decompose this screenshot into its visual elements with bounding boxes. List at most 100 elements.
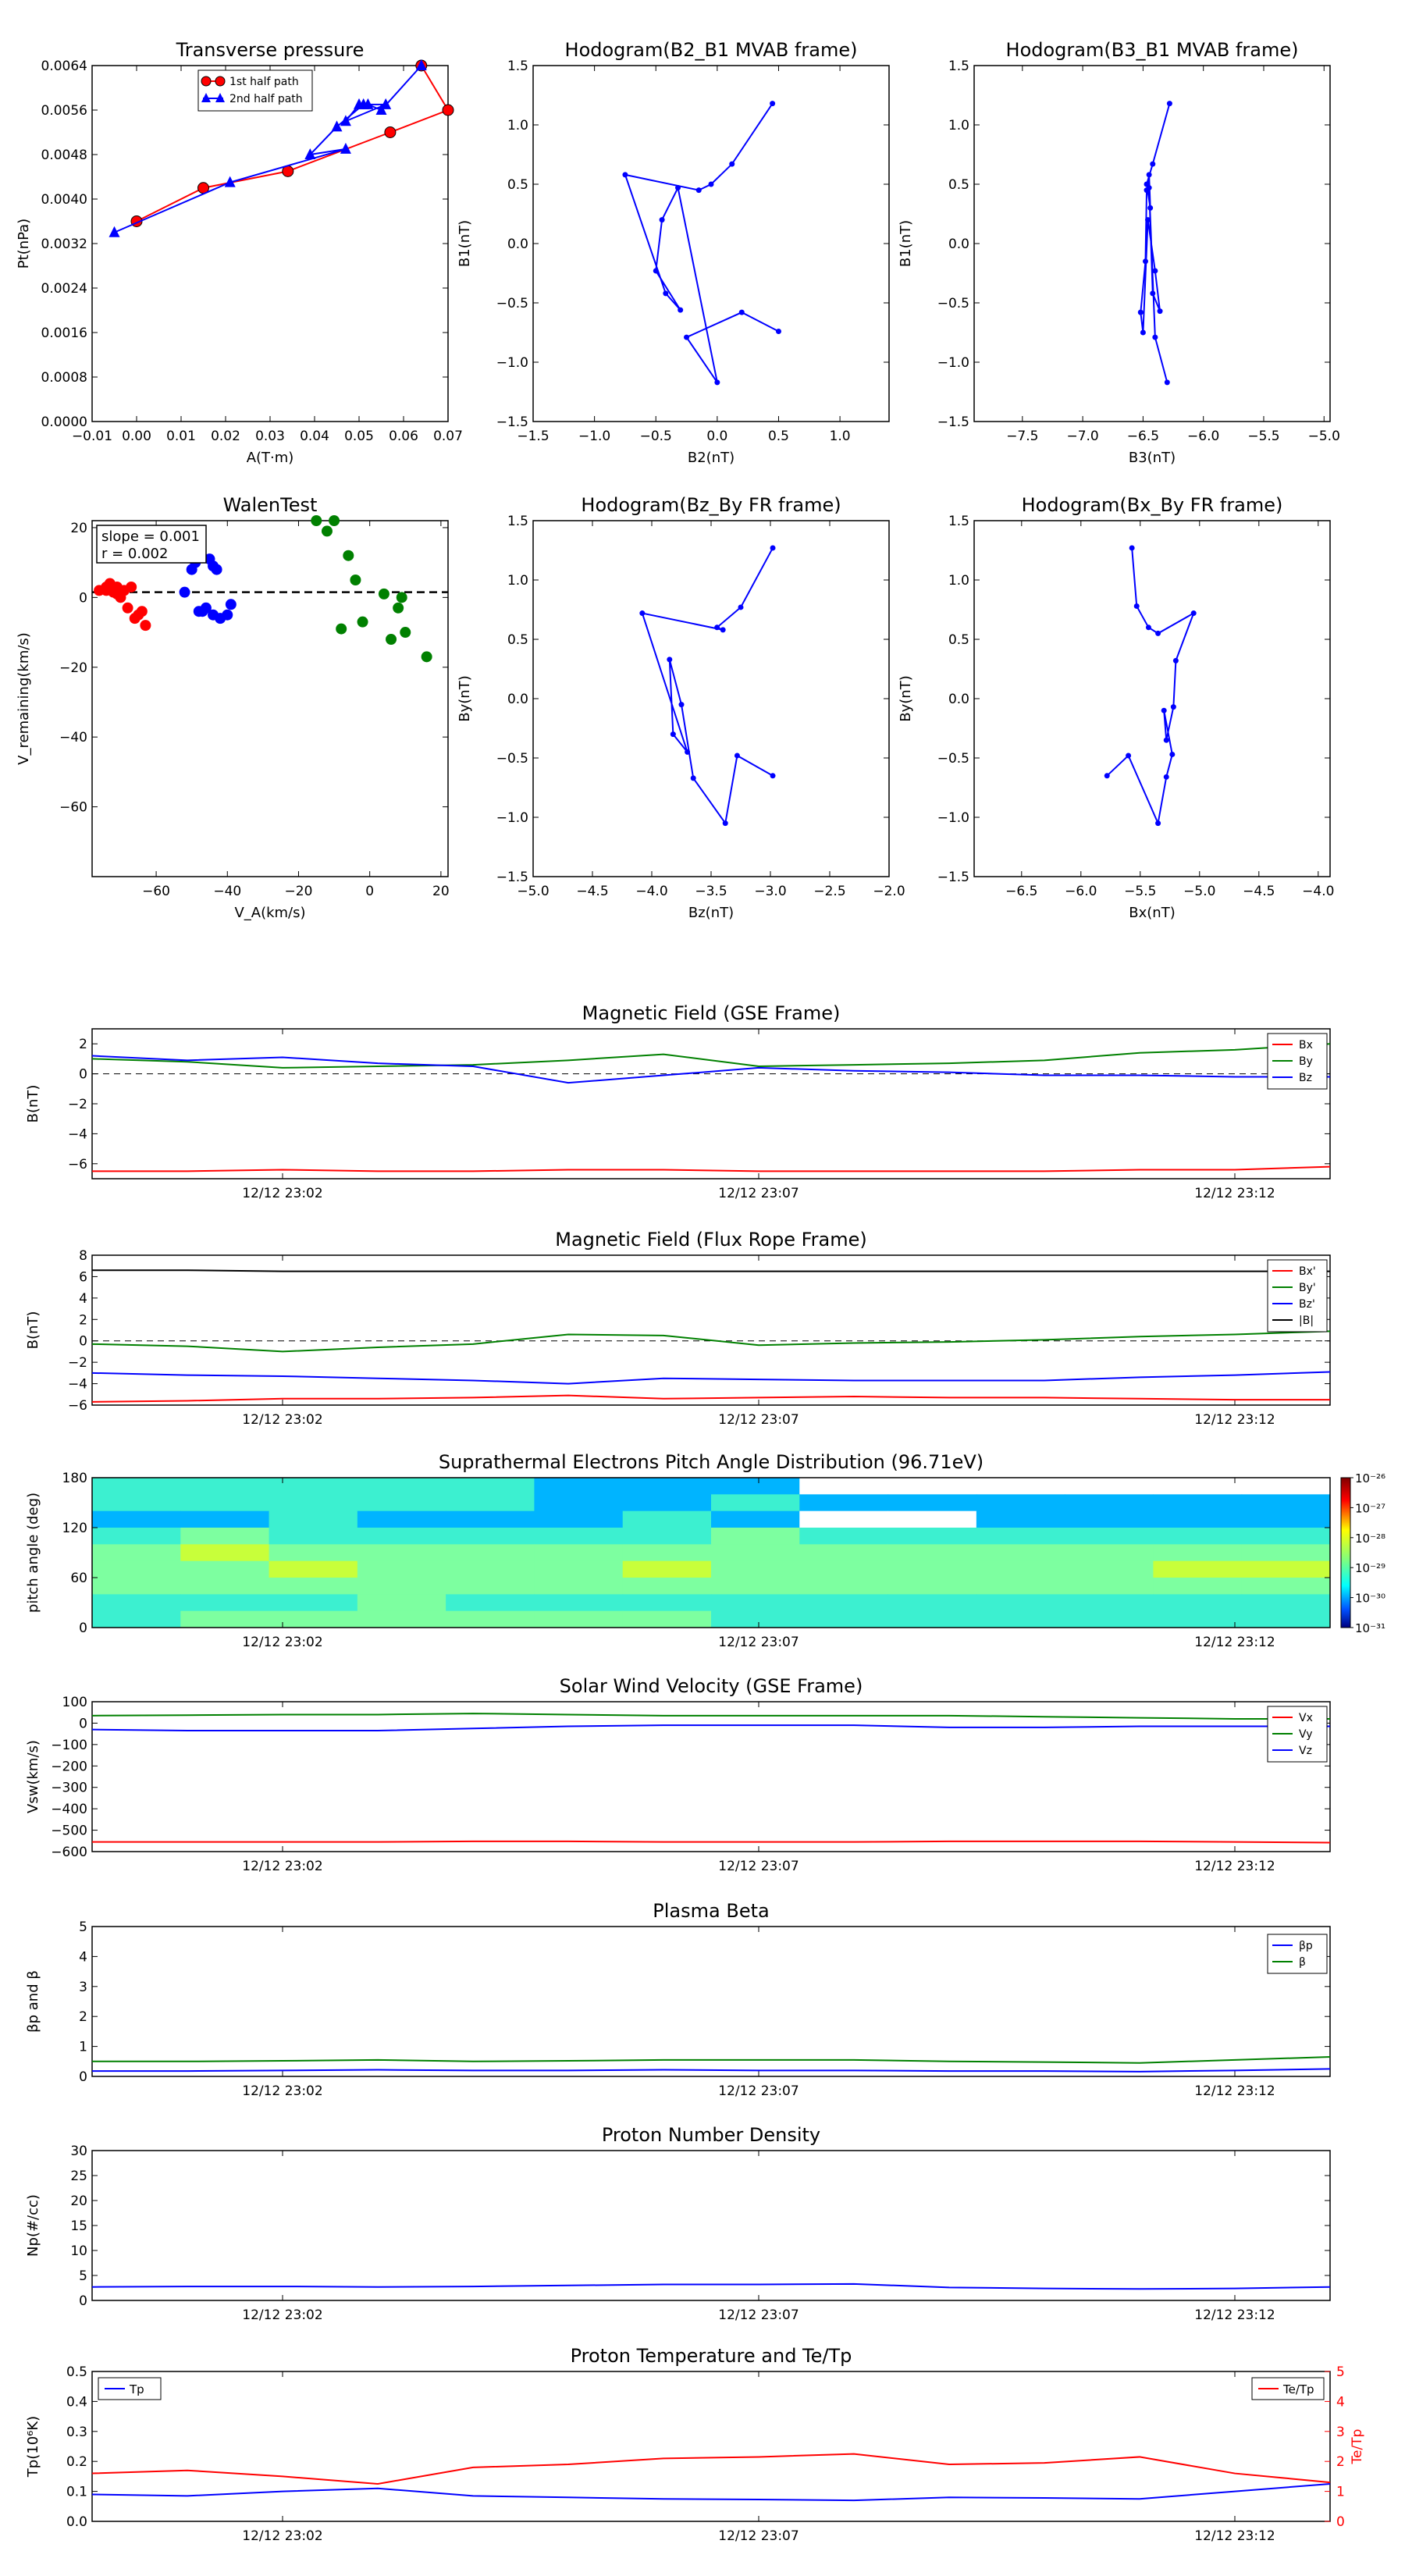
data-point <box>1155 630 1161 636</box>
heatmap-cell <box>976 1494 1065 1512</box>
x-tick-label: 12/12 23:12 <box>1194 1859 1275 1874</box>
heatmap-cell <box>976 1528 1065 1545</box>
legend-label: βp <box>1299 1940 1313 1952</box>
transverse-pressure-chart: Transverse pressure −0.01 0.00 0.01 0.02 0.03… <box>16 39 463 466</box>
y-tick-label: 0.0032 <box>41 237 87 252</box>
data-point <box>304 148 316 159</box>
heatmap-cell <box>711 1594 800 1612</box>
y-tick-label: 0 <box>79 1067 87 1083</box>
legend-label: Tp <box>129 2382 144 2396</box>
proton-number-density-chart: Proton Number Density 12/12 23:02 12/12 23… <box>25 2124 1331 2323</box>
legend-label: By' <box>1299 1282 1316 1294</box>
heatmap-cell <box>622 1610 712 1628</box>
heatmap-cell <box>799 1578 889 1595</box>
x-tick-label: 12/12 23:07 <box>718 1859 799 1874</box>
x-tick-label: −6.0 <box>1065 884 1097 899</box>
data-point <box>1172 657 1179 664</box>
data-point <box>375 104 387 115</box>
data-point <box>378 588 389 600</box>
heatmap-cell <box>92 1594 181 1612</box>
data-point <box>340 115 351 126</box>
x-tick-label: −4.5 <box>1243 884 1275 899</box>
heatmap-cell <box>799 1544 889 1562</box>
data-point <box>1157 308 1163 315</box>
x-tick-label: −3.0 <box>754 884 786 899</box>
y-tick-label: 1.5 <box>507 59 528 74</box>
heatmap-cell <box>799 1478 889 1495</box>
series-line <box>91 2483 1331 2502</box>
heatmap-cell <box>357 1478 446 1495</box>
heatmap-cell <box>92 1528 181 1545</box>
y-right-tick-label: 2 <box>1336 2454 1345 2470</box>
series-line <box>92 1165 1331 1172</box>
heatmap-cell <box>887 1528 977 1545</box>
y-tick-label: 0.0056 <box>41 103 87 119</box>
x-tick-label: 12/12 23:02 <box>242 1859 322 1874</box>
heatmap-cell <box>357 1610 446 1628</box>
data-point <box>200 602 212 614</box>
y-tick-label: 5 <box>79 1920 87 1935</box>
y-tick-label: 2 <box>79 1037 87 1052</box>
heatmap-cell <box>1241 1594 1331 1612</box>
data-point <box>1170 704 1176 710</box>
series-line <box>92 2056 1331 2064</box>
series-line <box>91 1330 1331 1353</box>
data-point <box>1164 379 1170 386</box>
plot-frame <box>91 65 449 422</box>
chart-title: Plasma Beta <box>653 1900 769 1922</box>
legend-label: Vz <box>1299 1745 1312 1757</box>
heatmap-cell <box>357 1494 446 1512</box>
y-tick-label: −0.5 <box>937 751 969 767</box>
data-point <box>222 609 233 621</box>
data-point <box>331 120 343 132</box>
series-line <box>91 1371 1331 1385</box>
y-tick-label: 30 <box>70 2144 87 2159</box>
heatmap-cell <box>1241 1528 1331 1545</box>
pitch-angle-distribution-chart: Suprathermal Electrons Pitch Angle Distr… <box>25 1451 1385 1650</box>
y-right-tick-label: 0 <box>1336 2514 1345 2530</box>
heatmap-cell <box>799 1560 889 1578</box>
heatmap-cell <box>446 1578 535 1595</box>
x-tick-label: 12/12 23:02 <box>242 1635 322 1650</box>
data-point <box>442 104 454 116</box>
heatmap-cell <box>799 1610 889 1628</box>
y-axis-label: Vsw(km/s) <box>25 1740 41 1813</box>
y-axis-label: By(nT) <box>457 675 473 721</box>
data-point <box>211 564 222 575</box>
data-point <box>775 328 781 334</box>
y-tick-label: −6 <box>68 1398 87 1414</box>
y-tick-label: 120 <box>62 1521 87 1536</box>
x-tick-label: −2.0 <box>873 884 905 899</box>
y-tick-label: −1.0 <box>496 810 528 826</box>
data-point <box>695 187 702 194</box>
colorbar-label: 10⁻²⁷ <box>1355 1501 1385 1515</box>
y-tick-label: 0.0064 <box>41 59 87 74</box>
data-point <box>400 627 411 639</box>
x-axis-label: V_A(km/s) <box>234 905 305 921</box>
y-tick-label: 3 <box>79 1980 87 1995</box>
series-line <box>91 1394 1330 1403</box>
y-axis-label: B(nT) <box>25 1311 41 1350</box>
x-tick-label: −40 <box>213 884 241 899</box>
x-tick-label: −2.5 <box>813 884 845 899</box>
heatmap-cell <box>622 1528 712 1545</box>
legend-label: |B| <box>1299 1315 1314 1327</box>
heatmap-cell <box>92 1478 181 1495</box>
data-point <box>770 773 776 779</box>
data-point <box>1104 773 1110 779</box>
heatmap-cell <box>92 1494 181 1512</box>
heatmap-cell <box>711 1560 800 1578</box>
x-tick-label: −5.5 <box>1124 884 1156 899</box>
series-line <box>641 547 774 826</box>
heatmap-cell <box>446 1510 535 1528</box>
legend-marker <box>215 93 225 102</box>
series-line <box>91 1055 1330 1084</box>
colorbar-label: 10⁻³⁰ <box>1355 1592 1385 1606</box>
chart-title: Hodogram(Bx_By FR frame) <box>1022 494 1283 516</box>
y-tick-label: −2 <box>68 1097 87 1112</box>
data-point <box>208 609 219 621</box>
magnetic-field-fr-chart: Magnetic Field (Flux Rope Frame) 12/12 23… <box>25 1229 1331 1428</box>
hodogram-b2-b1-chart: Hodogram(B2_B1 MVAB frame) −1.5 −1.0 −0.5 0.… <box>457 39 890 466</box>
data-point <box>224 176 236 187</box>
series-line <box>91 2282 1331 2290</box>
